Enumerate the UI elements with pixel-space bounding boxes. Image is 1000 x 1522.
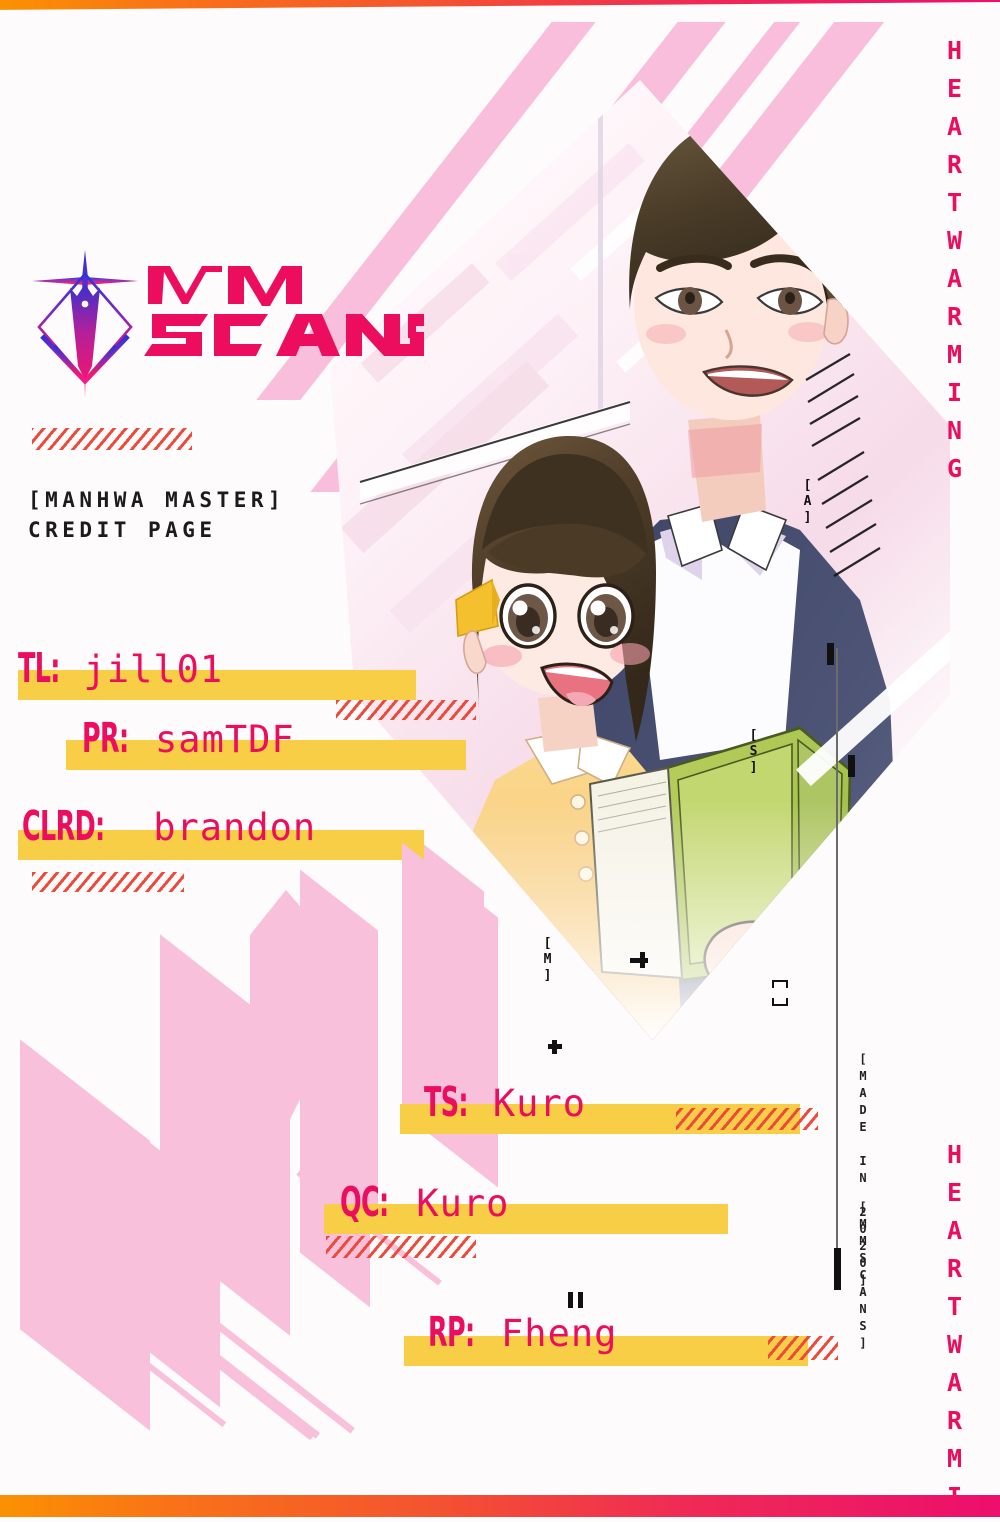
credit-name-pr: samTDF <box>155 718 295 761</box>
credit-highlight-clrd <box>18 830 424 860</box>
credit-row-ts: TS: Kuro <box>400 1082 800 1134</box>
marker-s-label: [S] <box>746 728 761 776</box>
mmscans-tag-label: [MMSCANS] <box>856 1200 870 1353</box>
credit-text-clrd: CLRD: brandon <box>22 806 316 847</box>
mm-scans-wordmark <box>144 260 424 360</box>
mm-scans-emblem-icon <box>30 248 140 398</box>
tick-mark-4 <box>640 952 645 968</box>
right-vertical-rule-cap <box>834 1248 841 1290</box>
credit-row-qc: QC: Kuro <box>324 1182 728 1234</box>
credit-text-qc: QC: Kuro <box>340 1182 509 1223</box>
credit-text-rp: RP: Fheng <box>428 1312 617 1353</box>
credit-name-clrd: brandon <box>153 806 317 849</box>
credit-name-ts: Kuro <box>492 1082 587 1125</box>
credit-highlight-rp <box>404 1336 808 1366</box>
credit-name-rp: Fheng <box>501 1312 618 1355</box>
decor-chevron-7 <box>300 1002 370 1308</box>
credit-name-qc: Kuro <box>416 1182 510 1225</box>
credit-role-clrd: CLRD: <box>22 802 105 850</box>
bracket-marker-bottom <box>772 998 788 1006</box>
decor-hatch-ts <box>676 1108 818 1130</box>
decor-hatch-rp <box>768 1336 838 1360</box>
credit-role-tl: TL: <box>18 644 60 692</box>
credit-row-tl: TL: jill01 <box>18 648 416 700</box>
credit-row-clrd: CLRD: brandon <box>18 806 424 860</box>
credit-role-pr: PR: <box>82 714 129 762</box>
credit-highlight-tl <box>18 670 416 700</box>
tick-mark-3 <box>630 958 648 963</box>
credit-text-ts: TS: Kuro <box>424 1082 586 1123</box>
top-gradient-bar <box>0 0 1000 10</box>
credit-text-pr: PR: samTDF <box>82 718 295 759</box>
emblem-svg <box>32 250 138 398</box>
tick-mark-6 <box>552 1040 557 1054</box>
brand-logo <box>22 248 424 398</box>
page-title-line2: CREDIT PAGE <box>28 518 217 542</box>
brand-vertical-top: HEARTWARMING <box>940 36 969 492</box>
tick-mark-7 <box>568 1292 573 1308</box>
credit-name-tl: jill01 <box>83 648 224 691</box>
credit-highlight-qc <box>324 1204 728 1234</box>
decor-hatch-tl <box>336 700 476 720</box>
brand-vertical-bottom: HEARTWARMING <box>940 1140 969 1522</box>
decor-hatch-logo <box>32 428 192 450</box>
made-in-label: [MADE IN 2020] <box>856 1052 870 1290</box>
credit-text-tl: TL: jill01 <box>18 648 223 689</box>
credit-row-rp: RP: Fheng <box>404 1312 808 1366</box>
credit-role-rp: RP: <box>428 1308 475 1356</box>
tick-mark-8 <box>578 1292 583 1308</box>
credit-highlight-pr <box>66 740 466 770</box>
credit-row-pr: PR: samTDF <box>66 718 466 770</box>
decor-chevron-5 <box>20 1039 150 1431</box>
marker-m-label: [M] <box>540 936 555 984</box>
right-vertical-rule <box>836 648 838 1288</box>
tick-mark-1 <box>827 643 834 665</box>
decor-hatch-qc <box>326 1236 476 1258</box>
page-title-line1: [MANHWA MASTER] <box>28 488 286 512</box>
bottom-gradient-bar <box>0 1495 1000 1517</box>
credit-role-ts: TS: <box>424 1078 469 1126</box>
credit-role-qc: QC: <box>340 1178 389 1226</box>
bracket-marker-top <box>772 980 788 988</box>
decor-hatch-clrd <box>32 872 184 892</box>
wordmark-svg <box>144 266 424 356</box>
tick-mark-2 <box>848 755 855 777</box>
marker-a-label: [A] <box>800 478 815 526</box>
